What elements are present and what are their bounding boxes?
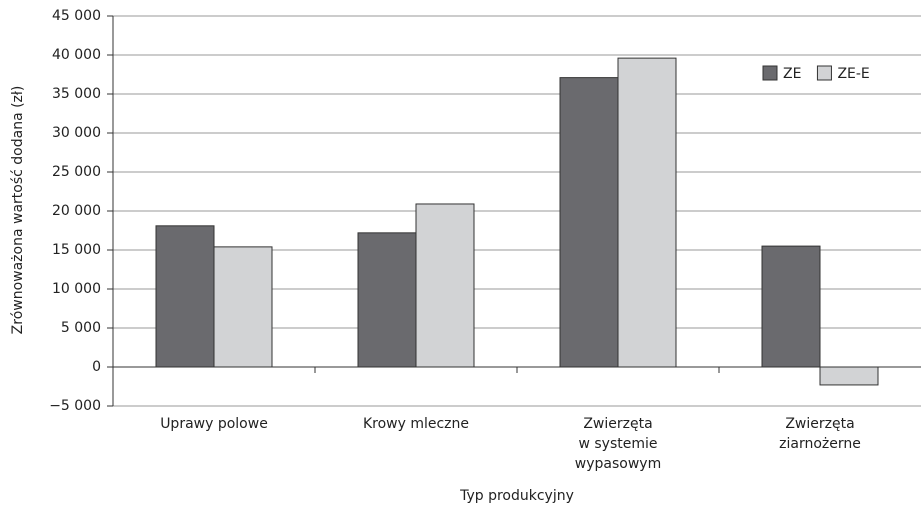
y-axis-title: Zrównoważona wartość dodana (zł)	[10, 86, 26, 335]
y-tick-label: −5 000	[49, 398, 101, 414]
y-tick-label: 30 000	[52, 125, 101, 141]
x-tick-label: w systemie	[578, 436, 657, 452]
y-tick-label: 35 000	[52, 86, 101, 102]
x-axis-title: Typ produkcyjny	[459, 488, 574, 504]
x-tick-label: wypasowym	[575, 456, 661, 472]
y-tick-label: 40 000	[52, 47, 101, 63]
bar	[819, 366, 879, 386]
bar	[155, 225, 215, 368]
bar	[617, 57, 677, 368]
x-tick-label: Zwierzęta	[583, 416, 652, 432]
y-tick-label: 20 000	[52, 203, 101, 219]
x-tick-label: Krowy mleczne	[363, 416, 469, 432]
bar	[213, 246, 273, 368]
x-tick-label: ziarnożerne	[779, 436, 861, 452]
legend-swatch	[762, 65, 778, 81]
x-tick-label: Uprawy polowe	[160, 416, 268, 432]
y-tick-label: 0	[92, 359, 101, 375]
y-tick-label: 15 000	[52, 242, 101, 258]
y-tick-label: 45 000	[52, 8, 101, 24]
y-tick-label: 5 000	[61, 320, 101, 336]
bar	[415, 203, 475, 368]
legend-label: ZE	[783, 66, 801, 82]
bar	[761, 245, 821, 368]
y-tick-label: 25 000	[52, 164, 101, 180]
x-tick-label: Zwierzęta	[785, 416, 854, 432]
bar	[357, 232, 417, 368]
legend-label: ZE-E	[837, 66, 869, 82]
y-tick-label: 10 000	[52, 281, 101, 297]
legend-swatch	[816, 65, 832, 81]
bar	[559, 77, 619, 368]
